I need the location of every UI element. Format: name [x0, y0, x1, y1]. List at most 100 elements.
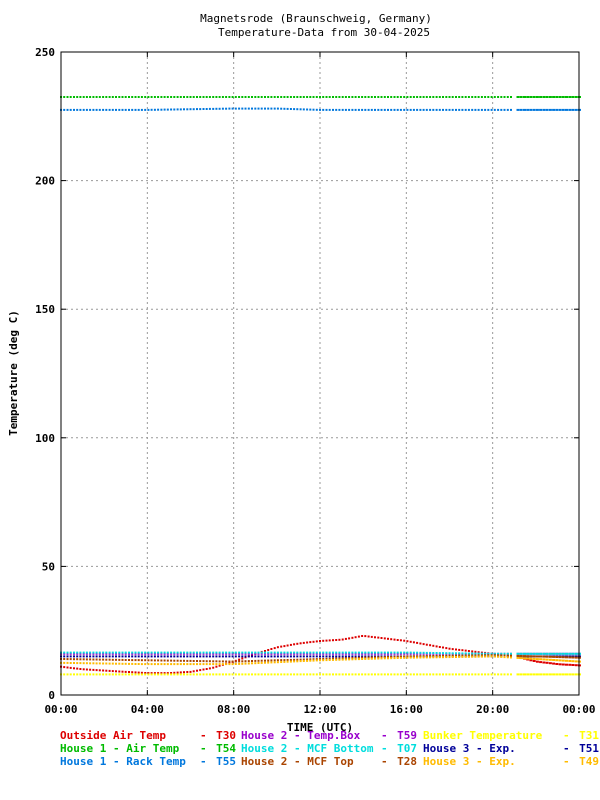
data-point [241, 652, 244, 655]
data-point [552, 96, 556, 98]
data-point [166, 108, 169, 111]
data-point [348, 673, 351, 676]
data-point [477, 108, 480, 111]
data-point [73, 96, 75, 98]
data-point [121, 651, 124, 654]
data-point [529, 108, 533, 111]
data-point [435, 673, 438, 676]
data-point [565, 656, 568, 659]
data-point [270, 96, 273, 98]
data-point [85, 96, 88, 98]
data-point [140, 659, 143, 662]
data-point [383, 651, 386, 654]
data-point [487, 654, 490, 657]
data-point [506, 656, 509, 659]
data-point [166, 651, 169, 654]
data-point [474, 652, 477, 655]
data-point [370, 651, 373, 654]
data-point [170, 663, 173, 666]
data-point [115, 652, 117, 655]
series-2 [60, 673, 581, 676]
data-point [561, 659, 565, 662]
data-point [383, 673, 386, 676]
data-point [523, 652, 526, 655]
data-point [416, 656, 419, 659]
data-point [170, 652, 173, 655]
data-point [124, 108, 127, 111]
data-point [548, 108, 552, 111]
data-point [264, 652, 266, 655]
data-point [383, 108, 386, 111]
data-point [176, 651, 179, 654]
data-point [510, 108, 512, 111]
legend-entry: House 2 - MCF Top - T28 [241, 755, 417, 768]
data-point [89, 658, 92, 661]
data-point [361, 651, 364, 654]
data-point [199, 651, 202, 654]
data-point [73, 658, 75, 661]
data-point [124, 651, 127, 654]
data-point [234, 663, 237, 665]
data-point [464, 652, 467, 655]
data-point [387, 657, 389, 660]
series-8 [60, 655, 581, 666]
data-point [166, 673, 169, 676]
data-point [247, 662, 250, 665]
data-point [341, 651, 344, 654]
legend-entry: House 3 - Exp. - T51 [423, 742, 599, 755]
data-point [419, 108, 422, 111]
data-point [289, 652, 292, 655]
data-point [92, 662, 95, 665]
data-point [341, 673, 344, 676]
data-point [555, 663, 559, 665]
data-point [387, 651, 389, 654]
data-point [315, 640, 318, 643]
legend-entry: House 1 - Air Temp - T54 [60, 742, 236, 755]
data-point [179, 659, 182, 662]
data-point [202, 108, 205, 110]
data-point [432, 644, 435, 647]
data-point [115, 108, 117, 111]
legend-series-name: House 3 - Exp. [423, 742, 516, 755]
data-point [95, 655, 98, 658]
data-point [416, 651, 419, 654]
data-point [173, 651, 176, 654]
data-point [558, 96, 562, 98]
data-point [157, 108, 160, 111]
data-point [296, 652, 299, 655]
data-point [150, 659, 153, 662]
data-point [309, 673, 312, 676]
data-point [419, 673, 422, 676]
data-point [364, 108, 367, 111]
data-point [574, 656, 578, 659]
data-point [170, 659, 173, 662]
data-point [98, 655, 101, 658]
data-point [69, 666, 72, 669]
data-point [82, 662, 85, 665]
data-point [179, 96, 182, 98]
data-point [254, 655, 257, 658]
data-point [82, 652, 85, 655]
data-point [416, 641, 419, 644]
data-point [461, 654, 464, 657]
data-point [189, 652, 192, 655]
data-point [370, 673, 373, 676]
data-point [361, 656, 364, 659]
data-point [128, 655, 130, 658]
legend-series-code: T31 [579, 729, 599, 742]
data-point [173, 108, 176, 111]
data-point [176, 673, 179, 676]
data-point [438, 96, 441, 98]
data-point [63, 651, 66, 654]
data-point [111, 655, 114, 658]
data-point [179, 663, 182, 666]
data-point [442, 656, 444, 659]
data-point [134, 659, 137, 662]
data-point [202, 668, 205, 671]
data-point [205, 96, 208, 98]
data-point [545, 658, 549, 661]
data-point [234, 652, 237, 655]
data-point [69, 655, 72, 658]
data-point [348, 655, 351, 658]
data-point [332, 658, 334, 661]
